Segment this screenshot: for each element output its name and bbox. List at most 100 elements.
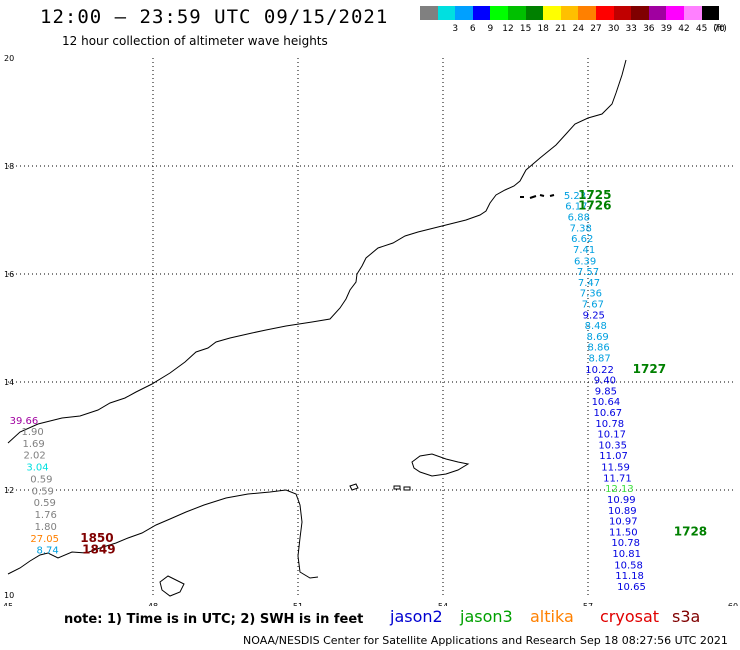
lon-tick-label: 60 [728, 602, 738, 606]
wave-height-label: 27.05 [30, 534, 59, 545]
wave-height-label: 10.22 [585, 365, 614, 376]
legend-tick-label: 36 [643, 24, 655, 34]
pass-time-label: 1728 [674, 524, 707, 538]
wave-height-label: 0.59 [34, 498, 56, 509]
legend-swatch [437, 6, 456, 20]
legend-swatch [701, 6, 720, 20]
legend-tick-label: 45 [695, 24, 708, 34]
wave-height-label: 6.88 [568, 213, 590, 224]
wave-height-label: 10.58 [614, 560, 643, 571]
wave-height-label: 6.62 [571, 234, 593, 245]
wave-height-label: 10.67 [593, 408, 622, 419]
wave-height-label: 8.69 [587, 332, 609, 343]
legend-tick-label: 27 [590, 24, 602, 34]
wave-height-label: 9.40 [594, 376, 616, 387]
wave-height-label: 9.25 [583, 310, 605, 321]
lat-tick-label: 16 [4, 270, 14, 279]
pass-time-label: 1726 [578, 199, 611, 213]
lat-tick-label: 12 [4, 486, 14, 495]
islet [403, 486, 411, 491]
wave-height-label: 12.13 [605, 484, 634, 495]
map-subtitle: 12 hour collection of altimeter wave hei… [62, 34, 328, 48]
legend-swatch [613, 6, 632, 20]
wave-height-label: 10.35 [598, 440, 627, 451]
lon-tick-label: 54 [438, 602, 448, 606]
legend-tick-label: 18 [537, 24, 549, 34]
pass-time-label: 1850 [80, 531, 113, 545]
wave-height-label: 7.41 [573, 245, 595, 256]
wave-height-label: 11.18 [615, 571, 644, 582]
wave-height-label: 8.86 [588, 343, 610, 354]
legend-swatch [455, 6, 473, 20]
wave-height-label: 5.23 [564, 191, 586, 202]
wave-height-label: 10.81 [612, 549, 641, 560]
lat-tick-label: 14 [4, 378, 14, 387]
lat-tick-label: 18 [4, 162, 14, 171]
wave-height-label: 9.85 [595, 386, 617, 397]
wave-height-label: 1.76 [35, 510, 57, 521]
legend-tick-label: 6 [469, 24, 476, 34]
coastline [7, 59, 627, 597]
wave-height-label: 1.69 [22, 439, 44, 450]
legend-swatch [560, 6, 579, 20]
wave-height-label: 10.78 [611, 538, 640, 549]
legend-swatch [543, 6, 561, 20]
wave-height-label: 10.89 [608, 506, 637, 517]
wave-height-label: 39.66 [10, 416, 39, 427]
wave-height-label: 10.97 [609, 517, 638, 528]
wave-height-label: 10.65 [617, 582, 646, 593]
units-note: note: 1) Time is in UTC; 2) SWH is in fe… [64, 612, 364, 627]
wave-height-label: 10.64 [592, 397, 621, 408]
legend-swatch [631, 6, 649, 20]
legend-swatch [666, 6, 684, 20]
generation-timestamp: Sep 18 08:27:56 UTC 2021 [580, 634, 728, 647]
wave-height-label: 0.59 [32, 486, 54, 497]
legend-tick-label: 3 [452, 24, 459, 34]
altimeter-map: 454851545760201816141210 5.236.176.887.3… [3, 54, 738, 606]
wave-height-label: 10.17 [597, 430, 626, 441]
wave-height-label: 11.59 [601, 463, 630, 474]
satellite-altika: altika [530, 607, 574, 626]
pass-time-label: 1727 [633, 362, 666, 376]
wave-height-label: 10.99 [607, 495, 636, 506]
satellite-jason3: jason3 [460, 607, 513, 626]
legend-tick-label: 9 [487, 24, 494, 34]
wave-height-label: 7.47 [578, 278, 600, 289]
legend-swatch [508, 6, 526, 20]
satellite-cryosat: cryosat [600, 607, 660, 626]
lon-tick-label: 45 [3, 602, 13, 606]
legend-tick-label: 70 [713, 24, 725, 34]
legend-tick-label: 42 [678, 24, 690, 34]
pass-time-label: 1849 [82, 543, 115, 557]
somali-coastline [7, 489, 319, 579]
wave-height-label: 11.71 [603, 473, 632, 484]
lon-tick-label: 57 [583, 602, 593, 606]
legend-swatch [684, 6, 702, 20]
lon-tick-label: 48 [148, 602, 158, 606]
kuria-muria-islets [520, 194, 555, 199]
legend-tick-label: 21 [555, 24, 567, 34]
wave-height-label: 3.04 [26, 463, 48, 474]
lat-lon-grid: 45 48 51 54 57 60 20 18 16 14 12 10 [3, 54, 738, 606]
legend-swatch [472, 6, 491, 20]
legend-tick-label: 15 [519, 24, 532, 34]
legend-unit: (ft) [713, 24, 727, 34]
legend-tick-label: 24 [572, 24, 585, 34]
wave-height-label: 6.17 [565, 202, 587, 213]
legend-tick-label: 30 [607, 24, 620, 34]
legend-swatch [490, 6, 508, 20]
lon-tick-label: 51 [293, 602, 303, 606]
islet [349, 483, 359, 491]
coast-fragment [159, 575, 185, 597]
legend-tick-label: 33 [625, 24, 637, 34]
wave-height-label: 7.38 [570, 223, 592, 234]
satellite-s3a: s3a [672, 607, 701, 626]
legend-swatch [525, 6, 544, 20]
map-title: 12:00 – 23:59 UTC 09/15/2021 [40, 6, 389, 28]
wave-height-label: 7.57 [577, 267, 599, 278]
lat-tick-label: 10 [4, 591, 14, 600]
wave-height-label: 7.67 [582, 299, 604, 310]
wave-height-label: 10.78 [595, 419, 624, 430]
wave-height-label: 8.87 [588, 353, 610, 364]
socotra-island [411, 453, 470, 477]
